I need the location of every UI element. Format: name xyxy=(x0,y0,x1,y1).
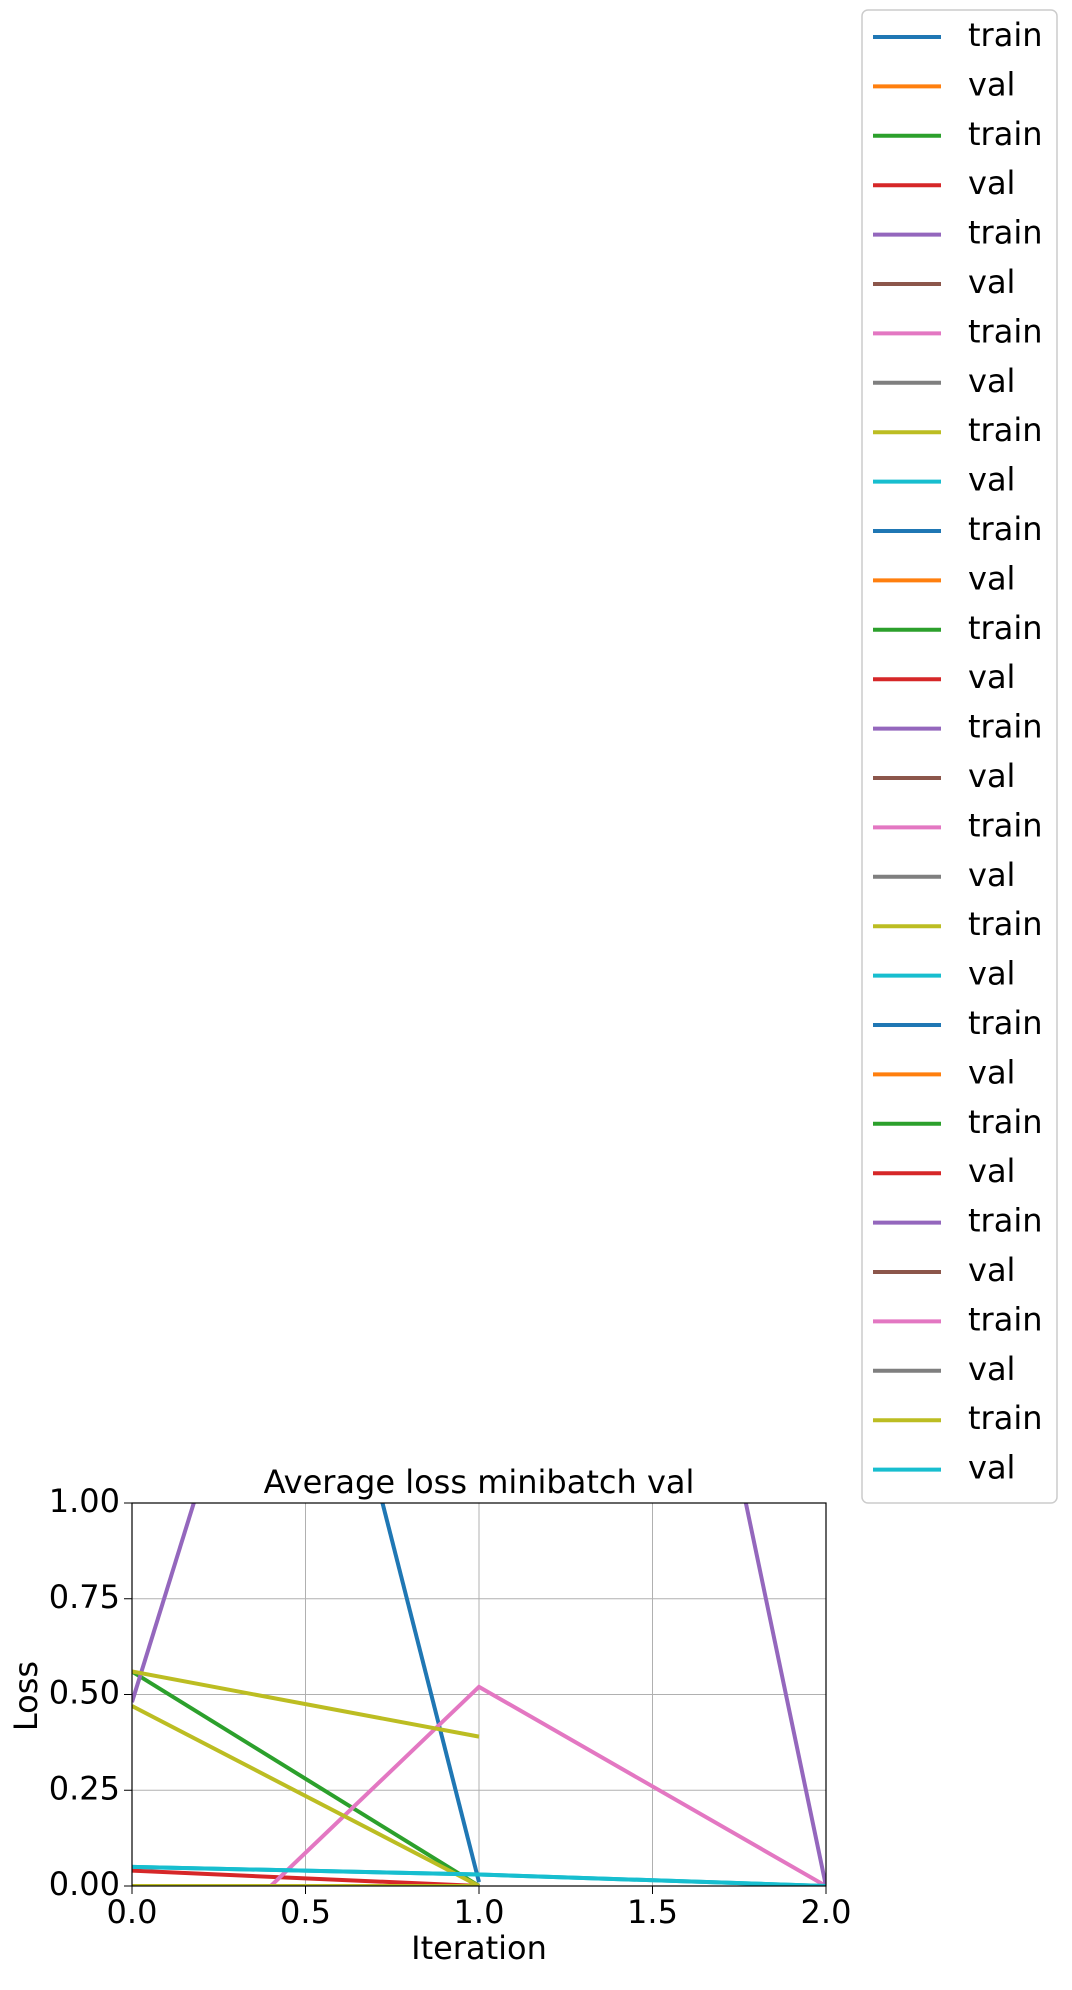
legend-label: train xyxy=(968,806,1042,844)
legend-label: val xyxy=(968,757,1015,795)
y-tick-label: 0.50 xyxy=(49,1674,120,1712)
legend-label: train xyxy=(968,609,1042,647)
line-series xyxy=(132,1868,480,1886)
y-axis-label: Loss xyxy=(7,1661,45,1731)
legend-label: train xyxy=(968,411,1042,449)
line-series xyxy=(380,1503,481,1883)
x-tick-label: 1.0 xyxy=(454,1893,505,1931)
legend-label: val xyxy=(968,856,1015,894)
x-tick-label: 2.0 xyxy=(801,1893,852,1931)
legend-label: train xyxy=(968,312,1042,350)
plot-area xyxy=(132,1503,826,1886)
plot-frame xyxy=(131,1502,827,1887)
y-tick-label: 0.25 xyxy=(49,1769,120,1807)
legend-label: train xyxy=(968,1300,1042,1338)
legend-label: val xyxy=(968,559,1015,597)
legend-label: train xyxy=(968,1103,1042,1141)
line-series xyxy=(743,1503,826,1886)
y-tick-label: 1.00 xyxy=(49,1482,120,1520)
legend-label: train xyxy=(968,1399,1042,1437)
legend-label: train xyxy=(968,214,1042,252)
x-axis-label: Iteration xyxy=(411,1929,547,1967)
legend-label: train xyxy=(968,115,1042,153)
legend-label: val xyxy=(968,1053,1015,1091)
legend-label: val xyxy=(968,461,1015,499)
legend-label: val xyxy=(968,362,1015,400)
x-tick-label: 0.0 xyxy=(107,1893,158,1931)
legend-label: val xyxy=(968,1251,1015,1289)
line-series xyxy=(269,1684,826,1886)
legend: train val train val train val train val train val… xyxy=(861,9,1058,1504)
x-tick-label: 1.5 xyxy=(627,1893,678,1931)
legend-label: val xyxy=(968,65,1015,103)
legend-label: train xyxy=(968,16,1042,54)
legend-label: train xyxy=(968,1004,1042,1042)
legend-label: val xyxy=(968,1152,1015,1190)
line-series xyxy=(132,1669,480,1739)
legend-label: val xyxy=(968,263,1015,301)
legend-label: val xyxy=(968,955,1015,993)
y-tick-label: 0.75 xyxy=(49,1578,120,1616)
legend-label: train xyxy=(968,1202,1042,1240)
x-tick-label: 0.5 xyxy=(280,1893,331,1931)
line-series xyxy=(132,1704,480,1886)
legend-label: train xyxy=(968,510,1042,548)
legend-label: train xyxy=(968,905,1042,943)
line-series xyxy=(132,1503,196,1703)
line-series xyxy=(132,1864,826,1886)
line-series xyxy=(132,1669,481,1886)
legend-label: val xyxy=(968,164,1015,202)
y-tick-label: 0.00 xyxy=(49,1865,120,1903)
legend-label: train xyxy=(968,708,1042,746)
legend-label: val xyxy=(968,1350,1015,1388)
chart-title: Average loss minibatch val xyxy=(264,1463,695,1501)
legend-label: val xyxy=(968,658,1015,696)
legend-label: val xyxy=(968,1449,1015,1487)
